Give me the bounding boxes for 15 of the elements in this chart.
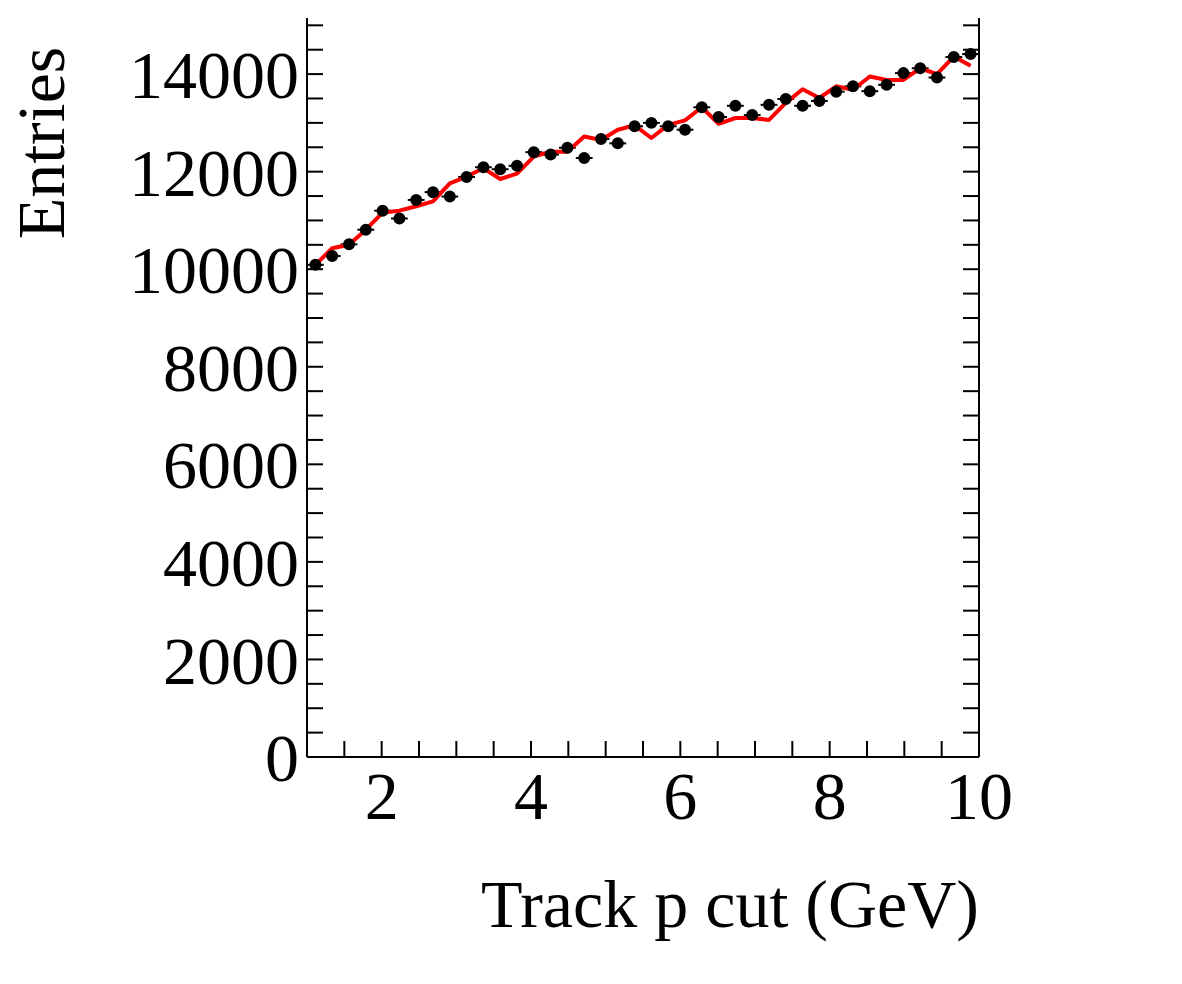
- y-tick-label: 10000: [129, 232, 299, 309]
- y-tick-label: 2000: [163, 622, 299, 699]
- y-tick-label: 0: [265, 720, 299, 797]
- y-tick-label: 8000: [163, 329, 299, 406]
- x-tick-label: 6: [663, 758, 698, 835]
- x-tick-label: 8: [812, 758, 847, 835]
- x-tick-label: 4: [514, 758, 548, 835]
- y-axis-title: Entries: [3, 46, 79, 240]
- y-tick-label: 4000: [163, 525, 299, 602]
- y-tick-label: 6000: [163, 427, 299, 504]
- y-tick-label: 14000: [129, 37, 299, 114]
- y-tick-label: 12000: [129, 134, 299, 211]
- x-tick-label: 10: [945, 758, 1013, 835]
- x-tick-label: 2: [364, 758, 399, 835]
- x-axis-title: Track p cut (GeV): [481, 866, 979, 942]
